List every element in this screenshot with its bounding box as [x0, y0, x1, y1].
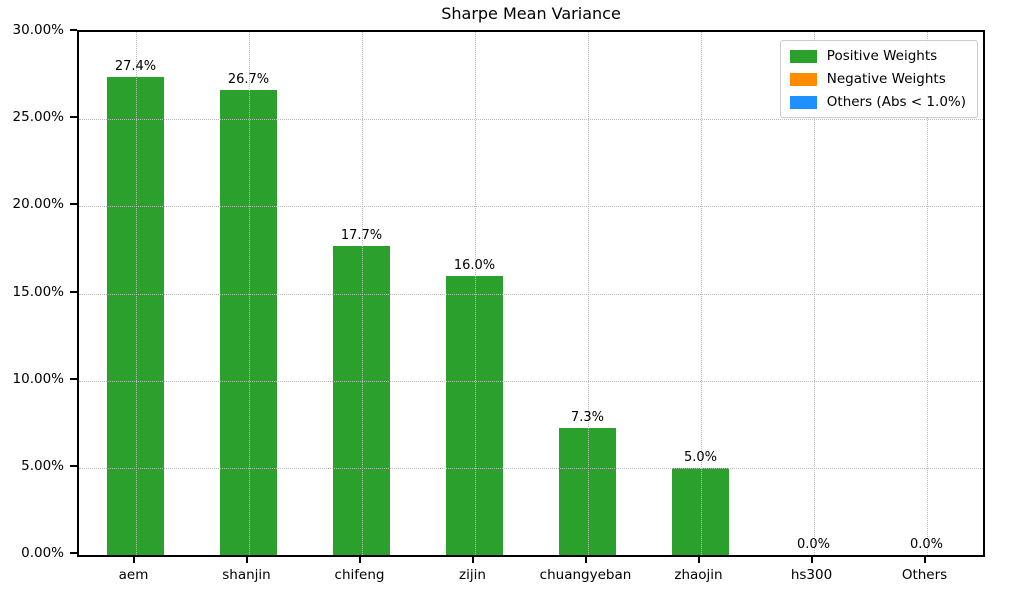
gridline-horizontal — [79, 467, 983, 469]
plot-area: Positive Weights Negative Weights Others (… — [77, 30, 985, 557]
x-tick-label: zhaojin — [674, 567, 723, 583]
legend-item: Positive Weights — [789, 48, 966, 64]
y-tick-label: 5.00% — [21, 457, 64, 474]
y-tick — [70, 29, 77, 31]
gridline-horizontal — [79, 206, 983, 208]
y-tick-label: 15.00% — [12, 283, 64, 300]
x-tick-label: shanjin — [222, 567, 271, 583]
x-axis: aem shanjin chifeng zijin chuangyeban zhaojin… — [77, 557, 985, 592]
legend-swatch — [789, 72, 817, 86]
legend-item: Others (Abs < 1.0%) — [789, 94, 966, 110]
bar-value-label: 0.0% — [909, 537, 944, 552]
x-tick-label: aem — [118, 567, 149, 583]
x-tick-label: chuangyeban — [539, 567, 632, 583]
y-tick-label: 30.00% — [12, 22, 64, 38]
legend-swatch — [789, 95, 817, 109]
bar-value-label: 27.4% — [114, 59, 157, 75]
y-tick-label: 25.00% — [12, 109, 64, 126]
chart-title: Sharpe Mean Variance — [441, 4, 621, 23]
gridline-horizontal — [79, 380, 983, 382]
legend: Positive Weights Negative Weights Others (… — [779, 40, 978, 118]
legend-label: Negative Weights — [826, 71, 946, 87]
x-tick — [923, 557, 926, 563]
x-tick — [697, 557, 700, 563]
y-tick-label: 0.00% — [21, 545, 64, 561]
x-tick-label: hs300 — [790, 567, 833, 583]
y-tick — [70, 552, 77, 554]
y-tick — [70, 116, 77, 119]
y-tick-label: 20.00% — [12, 196, 64, 213]
x-tick-label: zijin — [459, 567, 486, 583]
bar-value-label: 26.7% — [227, 71, 270, 87]
y-tick — [70, 377, 77, 380]
bar-value-label: 7.3% — [570, 409, 605, 425]
y-tick — [70, 464, 77, 467]
x-tick — [584, 557, 587, 563]
bar-value-label: 16.0% — [453, 258, 496, 274]
gridline-horizontal — [79, 293, 983, 295]
legend-label: Others (Abs < 1.0%) — [826, 94, 966, 110]
legend-label: Positive Weights — [826, 48, 938, 64]
y-tick — [70, 203, 77, 206]
x-tick — [810, 557, 813, 563]
bar-value-label: 5.0% — [683, 449, 718, 465]
x-tick-label: Others — [901, 567, 948, 583]
y-tick-label: 10.00% — [12, 370, 64, 387]
y-tick — [70, 290, 77, 293]
gridline-horizontal — [79, 119, 983, 121]
x-tick — [471, 557, 474, 563]
x-tick — [132, 557, 135, 563]
x-tick-label: chifeng — [334, 567, 385, 583]
x-tick — [358, 557, 361, 563]
x-tick — [245, 557, 248, 563]
bar-value-label: 17.7% — [340, 228, 383, 244]
bar-value-label: 0.0% — [796, 537, 831, 552]
legend-item: Negative Weights — [789, 71, 966, 87]
y-axis: 0.00% 5.00% 10.00% 15.00% 20.00% 25.00% 30.00% — [0, 22, 77, 561]
legend-swatch — [789, 49, 817, 63]
